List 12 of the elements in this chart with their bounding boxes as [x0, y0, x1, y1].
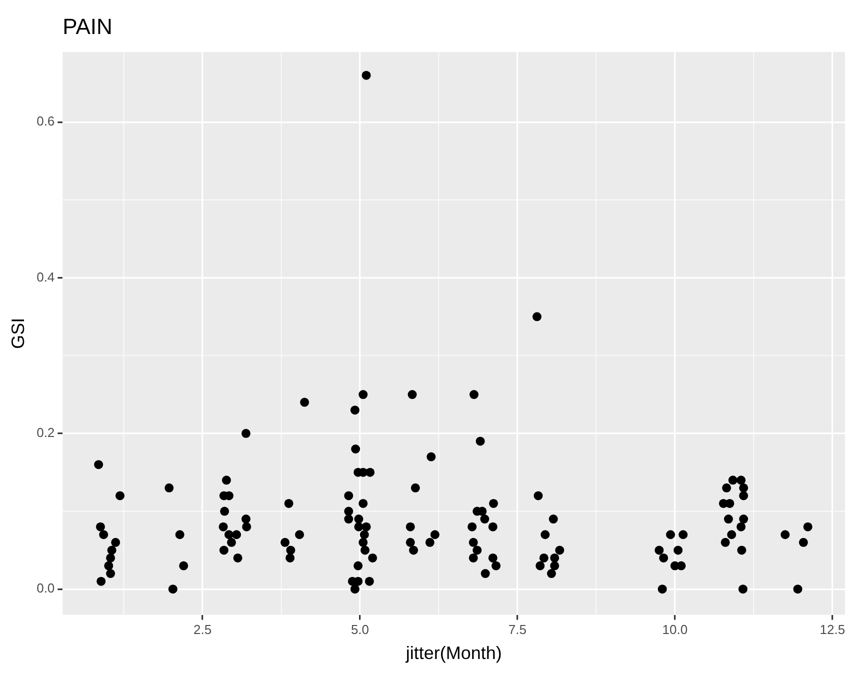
x-tick-label: 10.0	[662, 622, 688, 638]
chart-title: PAIN	[62, 14, 112, 39]
x-tick-label: 7.5	[508, 622, 526, 638]
x-tick-label: 12.5	[820, 622, 846, 638]
x-axis-title: jitter(Month)	[404, 643, 502, 664]
y-tick-label: 0.0	[36, 580, 55, 596]
y-axis-title: GSI	[8, 318, 28, 349]
y-tick-label: 0.6	[36, 114, 55, 129]
x-tick-label: 5.0	[350, 622, 370, 638]
y-tick-label: 0.4	[36, 269, 55, 284]
x-tick-label: 2.5	[193, 622, 212, 638]
y-tick-label: 0.2	[36, 425, 55, 440]
